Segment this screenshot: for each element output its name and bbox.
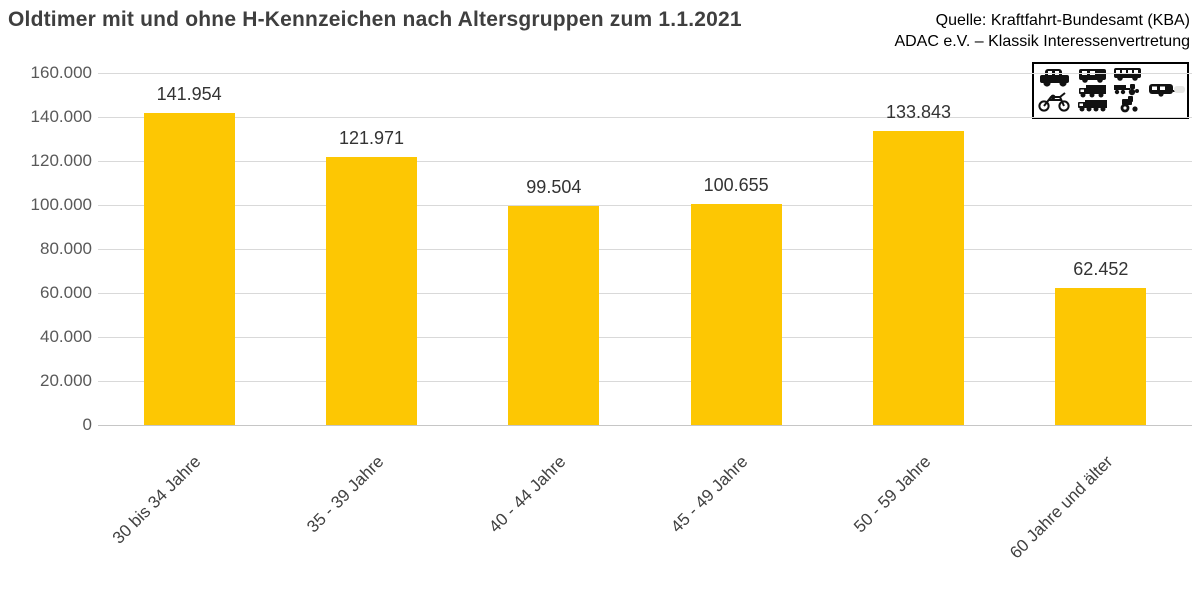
bar-value-label: 99.504 (526, 177, 582, 198)
vehicle-legend-box (1032, 62, 1189, 119)
bar (690, 203, 782, 425)
truck-icon (1079, 85, 1106, 98)
y-tick-label: 120.000 (30, 151, 92, 170)
bar-value-label: 141.954 (156, 83, 222, 104)
gridline (98, 116, 1192, 118)
x-axis-line (98, 424, 1192, 426)
bar-value-label: 100.655 (703, 174, 769, 195)
gridline (98, 204, 1192, 206)
y-tick-label: 100.000 (30, 195, 92, 214)
gridline (98, 380, 1192, 382)
chart-title: Oldtimer mit und ohne H-Kennzeichen nach… (8, 8, 742, 31)
bar (326, 156, 417, 425)
gridline (98, 336, 1192, 338)
x-tick-label: 45 - 49 Jahre (667, 452, 752, 537)
vehicle-icons (1038, 68, 1185, 113)
bus-icon (1114, 68, 1141, 81)
bar (143, 112, 235, 425)
bar-value-label: 121.971 (338, 127, 405, 148)
gridline (98, 72, 1192, 74)
bar-value-label: 62.452 (1073, 258, 1129, 279)
semi-truck-icon (1078, 100, 1107, 112)
tractor-icon (1120, 96, 1138, 113)
gridline (98, 160, 1192, 162)
gridline (98, 248, 1192, 250)
y-tick-label: 140.000 (30, 107, 92, 126)
bar-value-label: 133.843 (885, 101, 952, 122)
car-icon (1040, 69, 1069, 87)
x-tick-label: 60 Jahre und älter (1005, 452, 1117, 563)
source-line-2: ADAC e.V. – Klassik Interessenvertretung (894, 33, 1190, 50)
y-tick-label: 60.000 (40, 283, 92, 302)
x-tick-label: 50 - 59 Jahre (849, 452, 934, 537)
x-tick-label: 30 bis 34 Jahre (108, 452, 205, 548)
bar (508, 206, 600, 425)
caravan-trailer-icon (1149, 84, 1179, 97)
y-tick-label: 0 (82, 415, 92, 434)
y-tick-label: 20.000 (40, 371, 92, 390)
y-tick-label: 160.000 (30, 63, 92, 82)
x-tick-label: 40 - 44 Jahre (484, 452, 570, 537)
motorcycle-icon (1038, 92, 1070, 112)
gridline (98, 292, 1192, 294)
y-tick-label: 40.000 (40, 327, 92, 346)
bar (873, 130, 964, 425)
van-icon (1079, 69, 1106, 83)
y-tick-label: 80.000 (40, 239, 92, 258)
tractor-trailer-icon (1114, 84, 1139, 96)
bar (1055, 287, 1147, 425)
x-tick-label: 35 - 39 Jahre (302, 452, 387, 537)
ghost-trailer-icon (1174, 86, 1185, 93)
source-note: Quelle: Kraftfahrt-Bundesamt (KBA) ADAC … (894, 10, 1190, 52)
source-line-1: Quelle: Kraftfahrt-Bundesamt (KBA) (935, 12, 1190, 29)
